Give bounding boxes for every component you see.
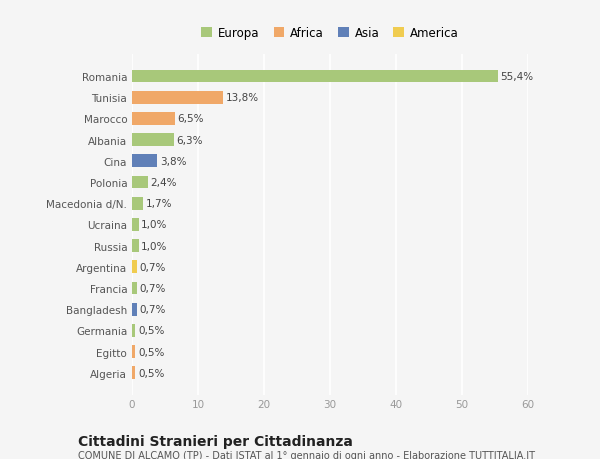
Text: 3,8%: 3,8% xyxy=(160,157,186,167)
Text: 0,7%: 0,7% xyxy=(139,262,166,272)
Text: 0,7%: 0,7% xyxy=(139,304,166,314)
Bar xyxy=(132,325,136,337)
Text: 13,8%: 13,8% xyxy=(226,93,259,103)
Text: 1,0%: 1,0% xyxy=(141,241,167,251)
Text: 0,5%: 0,5% xyxy=(138,347,164,357)
Text: 55,4%: 55,4% xyxy=(500,72,533,82)
Text: 2,4%: 2,4% xyxy=(151,178,177,188)
Text: 0,7%: 0,7% xyxy=(139,283,166,293)
Bar xyxy=(132,113,175,125)
Text: Cittadini Stranieri per Cittadinanza: Cittadini Stranieri per Cittadinanza xyxy=(78,434,353,448)
Text: 6,5%: 6,5% xyxy=(178,114,204,124)
Legend: Europa, Africa, Asia, America: Europa, Africa, Asia, America xyxy=(199,25,461,42)
Bar xyxy=(132,282,137,295)
Text: 0,5%: 0,5% xyxy=(138,368,164,378)
Bar xyxy=(132,71,497,83)
Bar xyxy=(132,261,137,274)
Text: COMUNE DI ALCAMO (TP) - Dati ISTAT al 1° gennaio di ogni anno - Elaborazione TUT: COMUNE DI ALCAMO (TP) - Dati ISTAT al 1°… xyxy=(78,450,535,459)
Text: 6,3%: 6,3% xyxy=(176,135,203,146)
Bar xyxy=(132,155,157,168)
Bar xyxy=(132,134,173,147)
Text: 1,0%: 1,0% xyxy=(141,220,167,230)
Text: 0,5%: 0,5% xyxy=(138,326,164,336)
Bar xyxy=(132,240,139,252)
Bar xyxy=(132,367,136,379)
Bar xyxy=(132,346,136,358)
Bar xyxy=(132,92,223,104)
Bar xyxy=(132,218,139,231)
Text: 1,7%: 1,7% xyxy=(146,199,172,209)
Bar xyxy=(132,303,137,316)
Bar xyxy=(132,197,143,210)
Bar xyxy=(132,176,148,189)
